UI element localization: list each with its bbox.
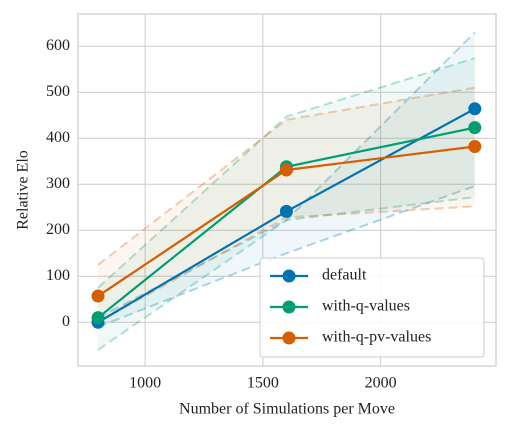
legend-label: with-q-pv-values	[322, 329, 431, 346]
confidence-bound	[97, 86, 475, 266]
y-tick-label: 300	[46, 175, 70, 192]
data-point	[91, 311, 105, 325]
legend-label: default	[322, 267, 367, 284]
y-tick-label: 400	[46, 129, 70, 146]
data-point	[91, 289, 105, 303]
data-point	[279, 204, 293, 218]
x-tick-label: 1000	[129, 375, 161, 392]
x-tick-label: 1500	[247, 375, 279, 392]
legend-marker	[282, 269, 296, 283]
data-point	[468, 121, 482, 135]
legend-label: with-q-values	[322, 298, 410, 315]
y-tick-label: 0	[62, 313, 70, 330]
x-axis-label: Number of Simulations per Move	[179, 401, 395, 418]
confidence-bound	[97, 57, 476, 289]
confidence-bound	[97, 196, 475, 351]
y-tick-label: 500	[46, 83, 70, 100]
data-point	[468, 140, 482, 154]
confidence-band	[98, 58, 475, 350]
legend-marker	[282, 331, 296, 345]
y-tick-label: 100	[46, 267, 70, 284]
x-tick-label: 2000	[365, 375, 397, 392]
legend: default with-q-values with-q-pv-values	[259, 257, 485, 358]
y-axis-label: Relative Elo	[15, 150, 32, 230]
confidence-bound	[97, 185, 476, 328]
legend-box	[259, 257, 485, 358]
y-tick-label: 200	[46, 221, 70, 238]
confidence-band	[98, 32, 475, 327]
data-point	[279, 163, 293, 177]
y-tick-label: 600	[46, 37, 70, 54]
legend-marker	[282, 300, 296, 314]
data-point	[468, 102, 482, 116]
